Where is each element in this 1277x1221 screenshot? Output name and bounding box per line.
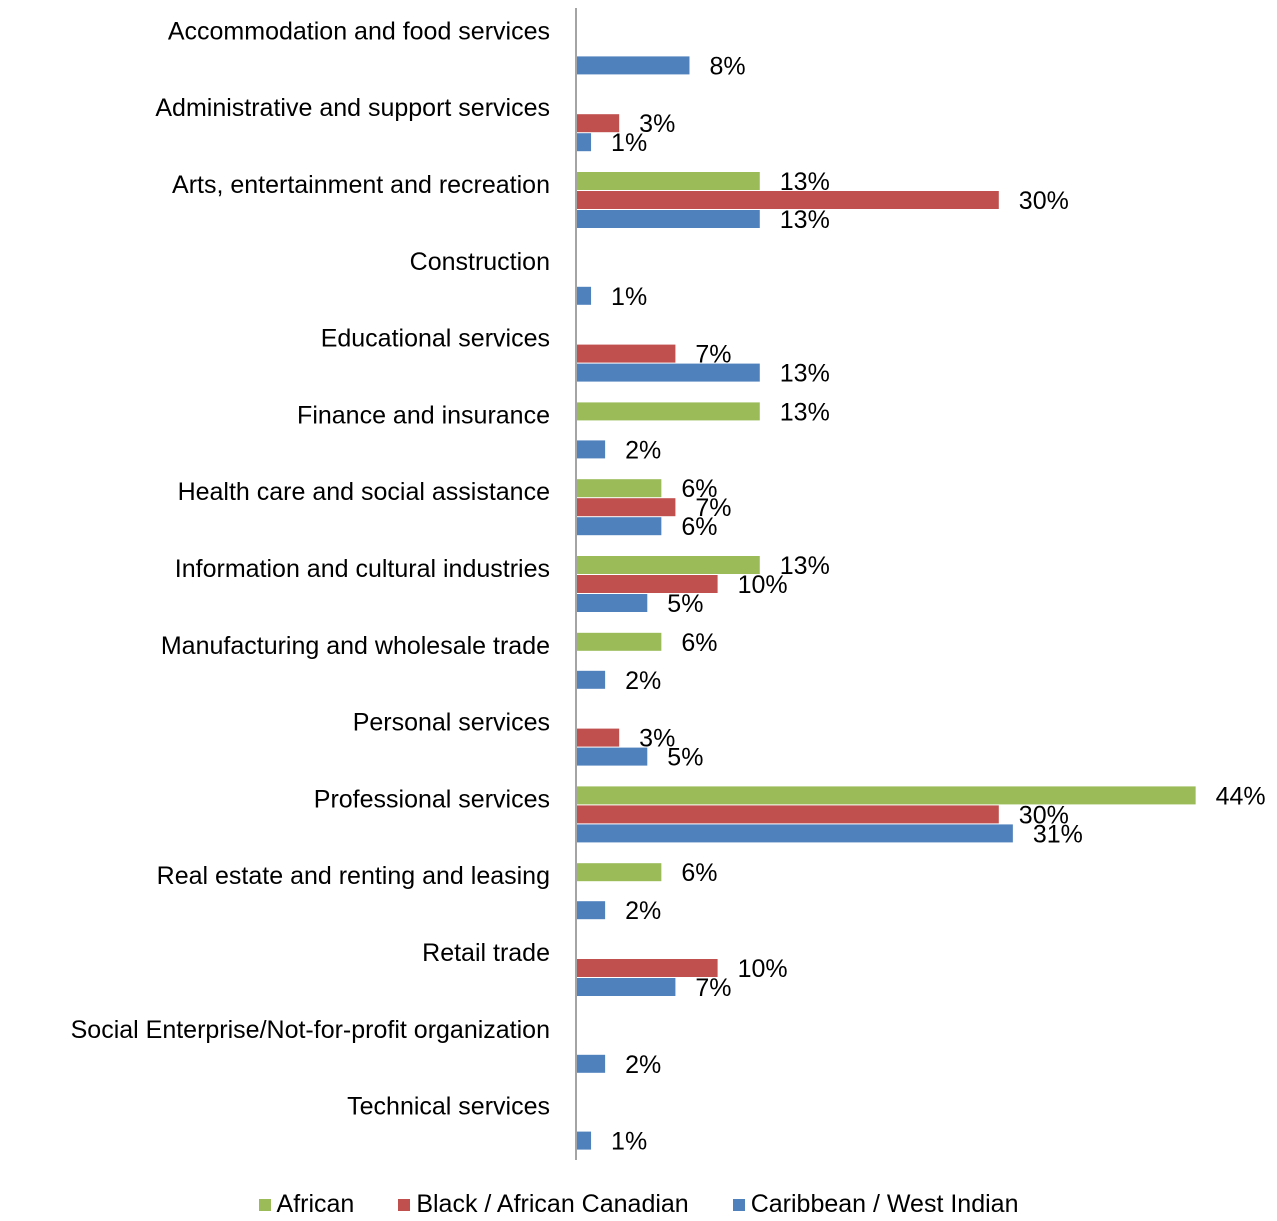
data-label-african-real-estate-and-renting-and-leasing: 6% [681,859,717,887]
data-label-black-african-canadian-retail-trade: 10% [738,955,788,983]
data-label-caribbean-west-indian-personal-services: 5% [667,744,703,772]
legend-item-black-african-canadian: Black / African Canadian [398,1190,689,1219]
bar-african-manufacturing-and-wholesale-trade [577,632,662,651]
bar-caribbean-west-indian-accommodation-and-food-services [577,56,690,75]
bar-african-information-and-cultural-industries [577,556,760,574]
data-label-african-manufacturing-and-wholesale-trade: 6% [681,629,717,657]
legend-label-caribbean-west-indian: Caribbean / West Indian [750,1190,1019,1218]
bar-caribbean-west-indian-information-and-cultural-industries [577,594,648,612]
data-label-caribbean-west-indian-health-care-and-social-assistance: 6% [681,513,717,541]
bar-caribbean-west-indian-administrative-and-support-services [577,133,592,152]
bars [577,56,1196,1150]
category-label-finance-and-insurance: Finance and insurance [297,401,550,429]
data-label-black-african-canadian-educational-services: 7% [695,341,731,369]
legend-swatch-caribbean-west-indian [732,1198,745,1211]
bar-black-african-canadian-information-and-cultural-industries [577,575,718,593]
data-label-african-professional-services: 44% [1216,782,1266,810]
data-label-black-african-canadian-professional-services: 30% [1019,801,1069,829]
bar-african-arts-entertainment-and-recreation [577,172,760,190]
data-label-caribbean-west-indian-retail-trade: 7% [695,974,731,1002]
bar-caribbean-west-indian-arts-entertainment-and-recreation [577,210,760,228]
category-label-technical-services: Technical services [347,1093,550,1121]
bar-caribbean-west-indian-technical-services [577,1131,592,1150]
legend-swatch-african [258,1198,271,1211]
category-label-real-estate-and-renting-and-leasing: Real estate and renting and leasing [157,862,550,890]
category-label-manufacturing-and-wholesale-trade: Manufacturing and wholesale trade [161,632,550,660]
data-label-caribbean-west-indian-educational-services: 13% [780,360,830,388]
bar-black-african-canadian-arts-entertainment-and-recreation [577,191,999,209]
category-label-educational-services: Educational services [321,325,550,353]
bar-african-health-care-and-social-assistance [577,479,662,498]
bar-black-african-canadian-personal-services [577,728,620,747]
data-label-black-african-canadian-personal-services: 3% [639,725,675,753]
data-label-caribbean-west-indian-administrative-and-support-services: 1% [611,129,647,157]
data-label-caribbean-west-indian-real-estate-and-renting-and-leasing: 2% [625,897,661,925]
category-label-administrative-and-support-services: Administrative and support services [155,94,550,122]
bar-black-african-canadian-retail-trade [577,959,718,977]
category-label-accommodation-and-food-services: Accommodation and food services [168,17,550,45]
bar-caribbean-west-indian-retail-trade [577,978,676,996]
data-label-african-health-care-and-social-assistance: 6% [681,475,717,503]
bar-african-finance-and-insurance [577,402,760,421]
bar-caribbean-west-indian-health-care-and-social-assistance [577,517,662,536]
bar-black-african-canadian-professional-services [577,805,999,824]
category-label-retail-trade: Retail trade [422,939,550,967]
legend-swatch-black-african-canadian [398,1198,411,1211]
legend: African Black / African Canadian Caribbe… [0,1190,1277,1219]
category-label-arts-entertainment-and-recreation: Arts, entertainment and recreation [172,171,550,199]
bar-black-african-canadian-administrative-and-support-services [577,114,620,133]
category-labels: Accommodation and food services Administr… [71,17,550,1120]
bar-black-african-canadian-educational-services [577,344,676,363]
bar-caribbean-west-indian-personal-services [577,747,648,766]
bar-caribbean-west-indian-construction [577,286,592,305]
legend-item-caribbean-west-indian: Caribbean / West Indian [732,1190,1019,1219]
data-label-caribbean-west-indian-construction: 1% [611,283,647,311]
data-label-caribbean-west-indian-accommodation-and-food-services: 8% [709,52,745,80]
category-label-social-enterprise-not-for-profit-organization: Social Enterprise/Not-for-profit organiz… [71,1016,550,1044]
bar-black-african-canadian-health-care-and-social-assistance [577,498,676,517]
bar-caribbean-west-indian-real-estate-and-renting-and-leasing [577,901,606,920]
data-label-caribbean-west-indian-finance-and-insurance: 2% [625,436,661,464]
data-label-black-african-canadian-information-and-cultural-industries: 10% [738,571,788,599]
legend-label-black-african-canadian: Black / African Canadian [416,1190,689,1218]
data-label-african-information-and-cultural-industries: 13% [780,552,830,580]
data-label-caribbean-west-indian-social-enterprise-not-for-profit-organization: 2% [625,1051,661,1079]
value-labels: 8%3%1%13%30%13%1%7%13%13%2%6%7%6%13%10%5… [611,52,1266,1155]
bar-caribbean-west-indian-manufacturing-and-wholesale-trade [577,670,606,689]
bar-caribbean-west-indian-professional-services [577,824,1013,843]
category-label-health-care-and-social-assistance: Health care and social assistance [178,478,550,506]
data-label-african-arts-entertainment-and-recreation: 13% [780,168,830,196]
bar-caribbean-west-indian-educational-services [577,363,760,382]
data-label-caribbean-west-indian-information-and-cultural-industries: 5% [667,590,703,618]
data-label-caribbean-west-indian-arts-entertainment-and-recreation: 13% [780,206,830,234]
data-label-african-finance-and-insurance: 13% [780,398,830,426]
data-label-black-african-canadian-arts-entertainment-and-recreation: 30% [1019,187,1069,215]
bar-chart: Accommodation and food services Administr… [71,8,1266,1160]
legend-item-african: African [258,1190,355,1219]
category-label-professional-services: Professional services [314,785,550,813]
bar-african-real-estate-and-renting-and-leasing [577,863,662,882]
data-label-black-african-canadian-administrative-and-support-services: 3% [639,110,675,138]
data-label-caribbean-west-indian-technical-services: 1% [611,1128,647,1156]
data-label-black-african-canadian-health-care-and-social-assistance: 7% [695,494,731,522]
legend-label-african: African [276,1190,355,1218]
category-label-information-and-cultural-industries: Information and cultural industries [175,555,550,583]
bar-caribbean-west-indian-finance-and-insurance [577,440,606,459]
bar-african-professional-services [577,786,1196,805]
data-label-caribbean-west-indian-manufacturing-and-wholesale-trade: 2% [625,667,661,695]
category-label-personal-services: Personal services [353,709,550,737]
data-label-caribbean-west-indian-professional-services: 31% [1033,820,1083,848]
category-label-construction: Construction [410,248,550,276]
bar-caribbean-west-indian-social-enterprise-not-for-profit-organization [577,1054,606,1073]
